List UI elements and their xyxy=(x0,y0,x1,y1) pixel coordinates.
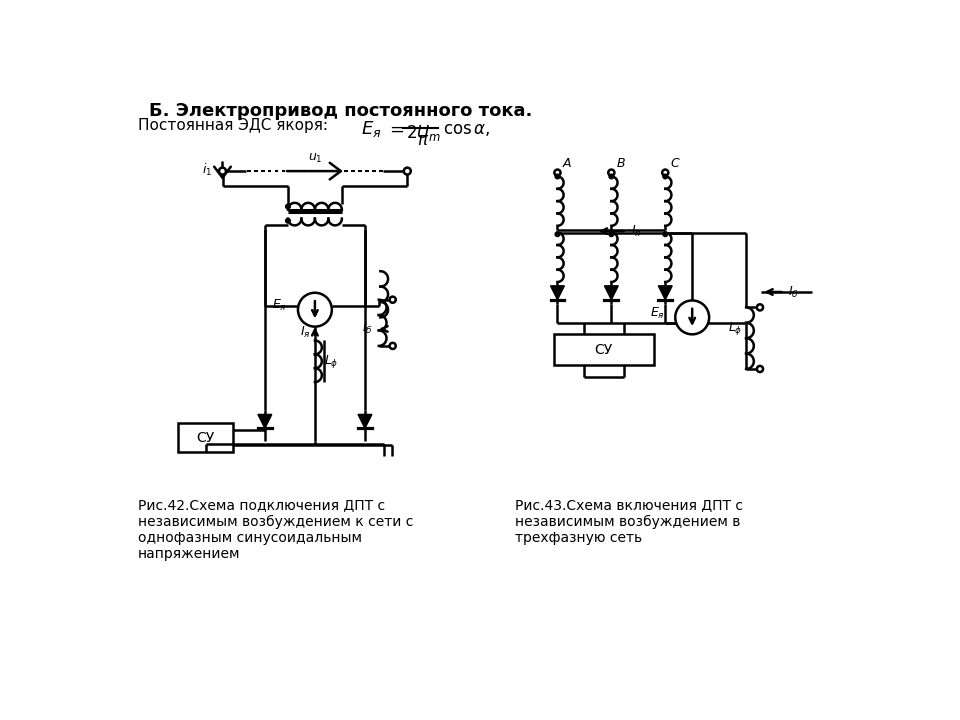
Circle shape xyxy=(219,168,226,174)
Text: $I_{\mathit{я}}$: $I_{\mathit{я}}$ xyxy=(300,325,311,340)
Text: $\pi$: $\pi$ xyxy=(418,131,429,149)
Circle shape xyxy=(756,305,763,310)
Text: $\cos\alpha,$: $\cos\alpha,$ xyxy=(443,120,491,138)
Text: $I_{\mathit{б}}$: $I_{\mathit{б}}$ xyxy=(362,321,372,336)
Text: $I_{\mathit{я}}$: $I_{\mathit{я}}$ xyxy=(631,224,641,239)
Circle shape xyxy=(298,293,332,327)
Text: $=$: $=$ xyxy=(386,120,404,138)
Text: СУ: СУ xyxy=(594,343,612,356)
Text: Постоянная ЭДС якоря:: Постоянная ЭДС якоря: xyxy=(138,118,327,133)
Circle shape xyxy=(390,343,396,349)
Circle shape xyxy=(609,232,613,237)
Text: $I_{\mathit{б}}$: $I_{\mathit{б}}$ xyxy=(788,284,800,300)
Text: СУ: СУ xyxy=(197,431,215,444)
Circle shape xyxy=(663,174,667,179)
Circle shape xyxy=(404,168,411,174)
Text: B: B xyxy=(616,158,625,171)
Text: C: C xyxy=(671,158,680,171)
Circle shape xyxy=(662,169,668,176)
Text: $2U_m$: $2U_m$ xyxy=(406,123,441,143)
Polygon shape xyxy=(605,286,618,300)
Text: Б. Электропривод постоянного тока.: Б. Электропривод постоянного тока. xyxy=(150,102,533,120)
Text: $i_1$: $i_1$ xyxy=(202,162,212,178)
Text: Рис.42.Схема подключения ДПТ с
независимым возбуждением к сети с
однофазным сину: Рис.42.Схема подключения ДПТ с независим… xyxy=(138,498,413,561)
Polygon shape xyxy=(358,415,372,428)
Polygon shape xyxy=(258,415,272,428)
Text: $L_{\mathit{\phi}}$: $L_{\mathit{\phi}}$ xyxy=(728,320,742,338)
Circle shape xyxy=(286,204,290,209)
Circle shape xyxy=(609,169,614,176)
Circle shape xyxy=(609,174,613,179)
Polygon shape xyxy=(659,286,672,300)
Bar xyxy=(178,423,233,452)
Bar xyxy=(554,334,654,365)
Text: A: A xyxy=(563,158,571,171)
Text: $u_1$: $u_1$ xyxy=(307,152,323,165)
Circle shape xyxy=(663,232,667,237)
Circle shape xyxy=(555,232,560,237)
Circle shape xyxy=(286,218,290,223)
Circle shape xyxy=(756,366,763,372)
Text: $L_{\mathit{\phi}}$: $L_{\mathit{\phi}}$ xyxy=(324,353,339,370)
Circle shape xyxy=(555,174,560,179)
Text: $E_{\mathit{я}}$: $E_{\mathit{я}}$ xyxy=(273,298,287,313)
Polygon shape xyxy=(550,286,564,300)
Circle shape xyxy=(675,300,709,334)
Circle shape xyxy=(390,297,396,303)
Text: Рис.43.Схема включения ДПТ с
независимым возбуждением в
трехфазную сеть: Рис.43.Схема включения ДПТ с независимым… xyxy=(516,498,743,545)
Text: $E_{\mathit{я}}$: $E_{\mathit{я}}$ xyxy=(650,306,664,321)
Circle shape xyxy=(554,169,561,176)
Text: $E_{\mathit{я}}$: $E_{\mathit{я}}$ xyxy=(361,119,382,139)
